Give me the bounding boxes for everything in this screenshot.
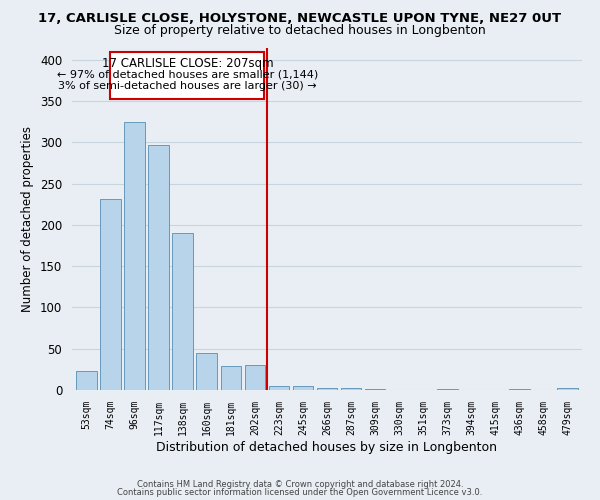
Y-axis label: Number of detached properties: Number of detached properties bbox=[22, 126, 34, 312]
Text: 17, CARLISLE CLOSE, HOLYSTONE, NEWCASTLE UPON TYNE, NE27 0UT: 17, CARLISLE CLOSE, HOLYSTONE, NEWCASTLE… bbox=[38, 12, 562, 26]
Bar bbox=[341, 388, 361, 390]
Bar bbox=[317, 388, 337, 390]
Text: Contains HM Land Registry data © Crown copyright and database right 2024.: Contains HM Land Registry data © Crown c… bbox=[137, 480, 463, 489]
FancyBboxPatch shape bbox=[110, 52, 265, 100]
Bar bbox=[437, 389, 458, 390]
Text: ← 97% of detached houses are smaller (1,144): ← 97% of detached houses are smaller (1,… bbox=[57, 70, 318, 80]
Bar bbox=[76, 371, 97, 390]
Bar bbox=[245, 365, 265, 390]
Bar bbox=[269, 386, 289, 390]
Bar bbox=[148, 145, 169, 390]
Bar bbox=[509, 389, 530, 390]
Text: 3% of semi-detached houses are larger (30) →: 3% of semi-detached houses are larger (3… bbox=[58, 82, 317, 92]
Bar bbox=[221, 366, 241, 390]
Text: 17 CARLISLE CLOSE: 207sqm: 17 CARLISLE CLOSE: 207sqm bbox=[101, 58, 273, 70]
X-axis label: Distribution of detached houses by size in Longbenton: Distribution of detached houses by size … bbox=[157, 440, 497, 454]
Bar bbox=[100, 198, 121, 390]
Text: Size of property relative to detached houses in Longbenton: Size of property relative to detached ho… bbox=[114, 24, 486, 37]
Bar bbox=[172, 233, 193, 390]
Bar bbox=[124, 122, 145, 390]
Bar bbox=[293, 386, 313, 390]
Bar bbox=[365, 389, 385, 390]
Bar bbox=[196, 353, 217, 390]
Bar bbox=[557, 388, 578, 390]
Text: Contains public sector information licensed under the Open Government Licence v3: Contains public sector information licen… bbox=[118, 488, 482, 497]
